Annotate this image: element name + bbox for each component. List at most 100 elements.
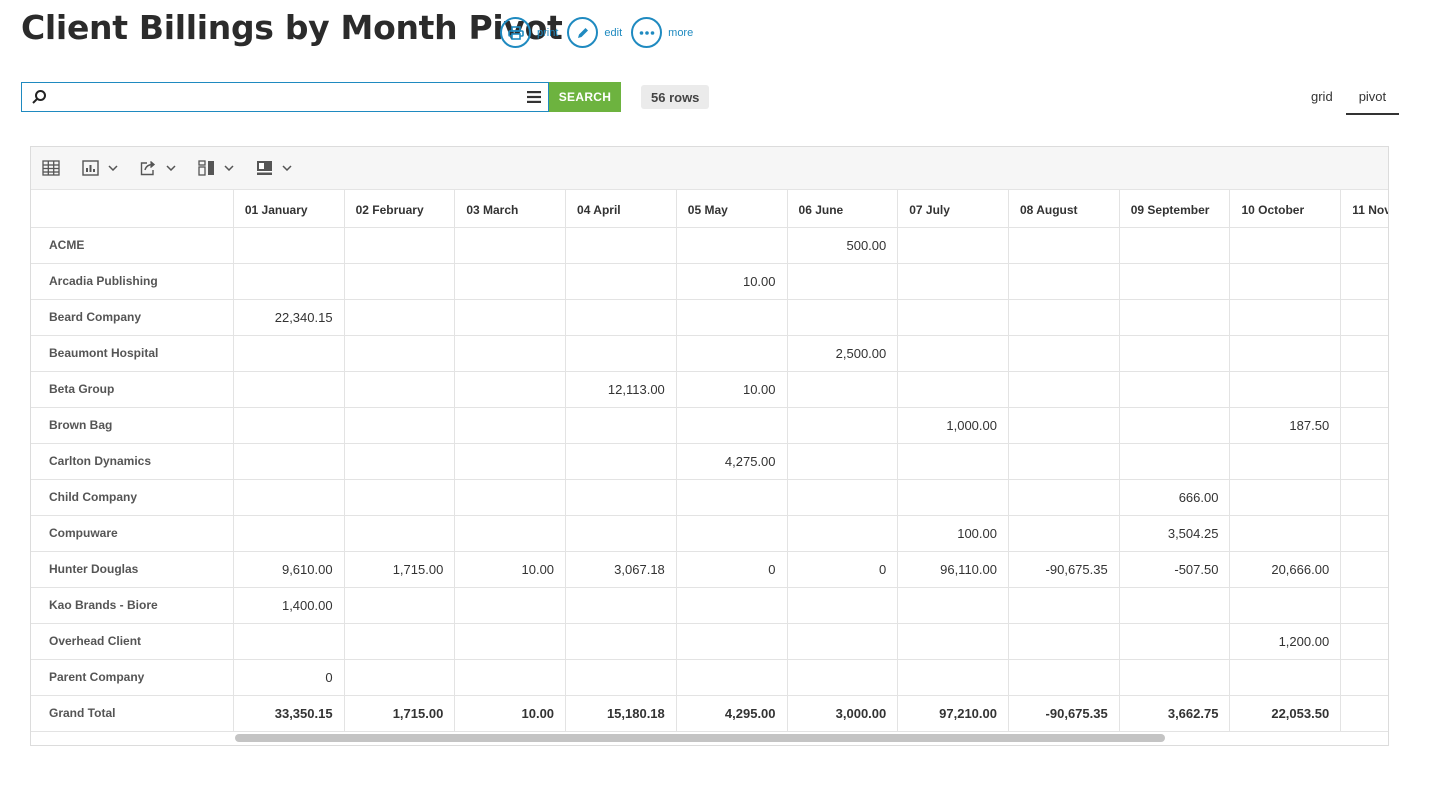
value-cell[interactable] <box>897 227 1009 264</box>
value-cell[interactable] <box>454 479 567 516</box>
value-cell[interactable] <box>233 479 345 516</box>
value-cell[interactable] <box>565 335 677 372</box>
pencil-icon[interactable] <box>567 17 599 48</box>
value-cell[interactable] <box>1340 443 1388 480</box>
total-cell[interactable]: 3,000.00 <box>787 695 899 732</box>
value-cell[interactable]: 20,666.00 <box>1229 551 1342 588</box>
value-cell[interactable]: 1,715.00 <box>344 551 456 588</box>
value-cell[interactable] <box>344 263 456 300</box>
value-cell[interactable] <box>454 227 567 264</box>
value-cell[interactable]: 10.00 <box>454 551 567 588</box>
search-button[interactable]: SEARCH <box>549 82 621 112</box>
value-cell[interactable] <box>1119 623 1231 660</box>
value-cell[interactable] <box>1119 587 1231 624</box>
value-cell[interactable]: 3 <box>1340 299 1388 336</box>
value-cell[interactable] <box>233 335 345 372</box>
edit-label[interactable]: edit <box>604 26 623 39</box>
tab-grid[interactable]: grid <box>1311 89 1333 104</box>
value-cell[interactable] <box>233 623 345 660</box>
column-header-cell[interactable]: 11 Nove <box>1340 190 1388 228</box>
value-cell[interactable]: 0 <box>787 551 899 588</box>
value-cell[interactable] <box>1008 515 1120 552</box>
grand-total-label[interactable]: Grand Total <box>31 695 234 732</box>
value-cell[interactable] <box>1229 299 1342 336</box>
row-header-cell[interactable]: Kao Brands - Biore <box>31 587 234 624</box>
value-cell[interactable] <box>344 587 456 624</box>
value-cell[interactable] <box>565 479 677 516</box>
total-cell[interactable]: -3 <box>1340 695 1388 732</box>
value-cell[interactable] <box>454 623 567 660</box>
total-cell[interactable]: 22,053.50 <box>1229 695 1342 732</box>
value-cell[interactable] <box>1008 299 1120 336</box>
total-cell[interactable]: 15,180.18 <box>565 695 677 732</box>
value-cell[interactable] <box>565 299 677 336</box>
value-cell[interactable] <box>1229 335 1342 372</box>
value-cell[interactable] <box>344 227 456 264</box>
row-header-cell[interactable]: Beaumont Hospital <box>31 335 234 372</box>
table-view-button[interactable] <box>42 160 60 176</box>
value-cell[interactable] <box>897 623 1009 660</box>
print-action[interactable]: print <box>500 17 558 48</box>
value-cell[interactable] <box>454 263 567 300</box>
value-cell[interactable] <box>565 263 677 300</box>
value-cell[interactable] <box>1340 407 1388 444</box>
options-menu-button[interactable] <box>256 160 292 176</box>
value-cell[interactable] <box>787 659 899 696</box>
row-header-cell[interactable]: Overhead Client <box>31 623 234 660</box>
row-header-cell[interactable]: Beta Group <box>31 371 234 408</box>
horizontal-scrollbar[interactable] <box>235 734 1165 742</box>
layout-menu-button[interactable] <box>198 160 234 176</box>
value-cell[interactable]: 3,504.25 <box>1119 515 1231 552</box>
row-header-cell[interactable]: Compuware <box>31 515 234 552</box>
value-cell[interactable] <box>787 407 899 444</box>
value-cell[interactable] <box>233 515 345 552</box>
value-cell[interactable] <box>344 659 456 696</box>
value-cell[interactable] <box>344 299 456 336</box>
value-cell[interactable] <box>344 371 456 408</box>
value-cell[interactable] <box>454 371 567 408</box>
value-cell[interactable]: 9,610.00 <box>233 551 345 588</box>
value-cell[interactable] <box>897 479 1009 516</box>
value-cell[interactable] <box>897 263 1009 300</box>
value-cell[interactable] <box>676 479 788 516</box>
value-cell[interactable] <box>344 515 456 552</box>
value-cell[interactable]: 2,500.00 <box>787 335 899 372</box>
row-header-cell[interactable]: Arcadia Publishing <box>31 263 234 300</box>
value-cell[interactable]: -507.50 <box>1119 551 1231 588</box>
value-cell[interactable] <box>787 263 899 300</box>
value-cell[interactable] <box>676 623 788 660</box>
print-label[interactable]: print <box>537 26 559 39</box>
row-header-cell[interactable]: Carlton Dynamics <box>31 443 234 480</box>
printer-icon[interactable] <box>500 17 531 48</box>
total-cell[interactable]: 10.00 <box>454 695 567 732</box>
value-cell[interactable] <box>787 515 899 552</box>
column-header-cell[interactable]: 03 March <box>454 190 567 228</box>
more-action[interactable]: more <box>631 17 693 48</box>
value-cell[interactable] <box>1008 263 1120 300</box>
value-cell[interactable]: -3 <box>1340 263 1388 300</box>
value-cell[interactable] <box>787 371 899 408</box>
value-cell[interactable] <box>676 587 788 624</box>
value-cell[interactable] <box>1229 371 1342 408</box>
value-cell[interactable] <box>1229 227 1342 264</box>
value-cell[interactable] <box>1008 659 1120 696</box>
value-cell[interactable] <box>454 443 567 480</box>
row-header-cell[interactable]: Hunter Douglas <box>31 551 234 588</box>
value-cell[interactable]: 666.00 <box>1119 479 1231 516</box>
value-cell[interactable] <box>1340 227 1388 264</box>
row-header-cell[interactable]: Child Company <box>31 479 234 516</box>
value-cell[interactable] <box>454 587 567 624</box>
value-cell[interactable] <box>1229 479 1342 516</box>
tab-pivot[interactable]: pivot <box>1345 82 1400 115</box>
value-cell[interactable] <box>565 623 677 660</box>
value-cell[interactable] <box>1340 335 1388 372</box>
value-cell[interactable] <box>676 227 788 264</box>
value-cell[interactable] <box>454 335 567 372</box>
row-header-cell[interactable]: ACME <box>31 227 234 264</box>
value-cell[interactable] <box>454 515 567 552</box>
column-header-cell[interactable]: 10 October <box>1229 190 1342 228</box>
value-cell[interactable] <box>1229 263 1342 300</box>
total-cell[interactable]: 33,350.15 <box>233 695 345 732</box>
value-cell[interactable]: 10.00 <box>676 263 788 300</box>
value-cell[interactable] <box>565 227 677 264</box>
